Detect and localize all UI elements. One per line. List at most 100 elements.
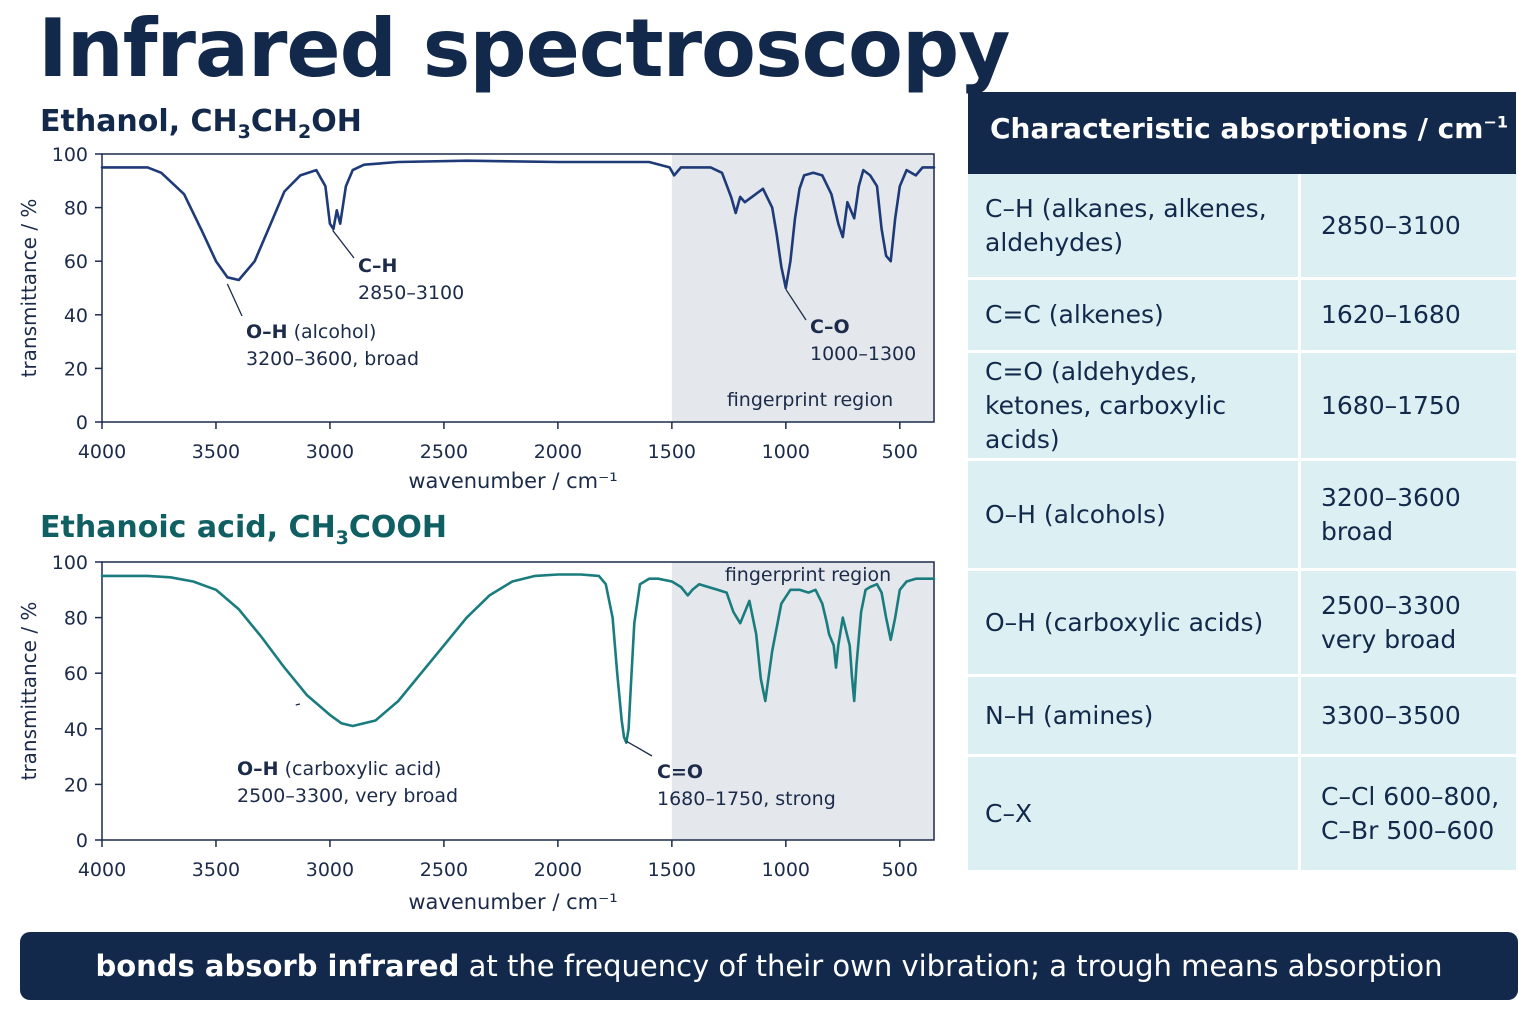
annotation-range-label: 2500–3300, very broad <box>237 785 458 807</box>
annotation-detail: (carboxylic acid) <box>279 758 442 780</box>
annotation-leader-line <box>332 229 355 259</box>
range-cell: C–Cl 600–800, C–Br 500–600 <box>1321 781 1500 845</box>
annotation-leader-line <box>295 703 301 706</box>
formula-subscript: 3 <box>237 121 251 143</box>
ethanoic-acid-spectrum-title: Ethanoic acid, CH3COOH <box>40 510 448 549</box>
formula-subscript: 2 <box>298 121 312 143</box>
table-row: O–H (alcohols) 3200–3600 broad <box>968 461 1516 571</box>
x-tick-label: 3000 <box>306 859 354 881</box>
compound-name: Ethanol <box>40 104 169 139</box>
annotation-bond: O–H <box>237 758 279 780</box>
annotation-bond: C=O <box>657 761 703 783</box>
table-row: C–X C–Cl 600–800, C–Br 500–600 <box>968 757 1516 873</box>
bond-cell: O–H (alcohols) <box>968 461 1301 568</box>
y-axis-label: transmittance / % <box>17 199 41 378</box>
annotation-range-label: 2850–3100 <box>358 282 464 304</box>
bond-cell: C=C (alkenes) <box>968 280 1301 350</box>
annotation-leader-line <box>226 283 243 317</box>
x-tick-label: 1000 <box>762 441 810 463</box>
plot-frame <box>101 153 935 423</box>
compound-name: Ethanoic acid <box>40 510 267 545</box>
y-tick-label: 80 <box>64 608 88 630</box>
formula-subscript: 3 <box>335 527 349 549</box>
annotation-bond-label: C–H <box>358 255 397 277</box>
spectrum-line <box>100 159 936 290</box>
y-tick-label: 20 <box>64 358 88 380</box>
table-header-superscript: −1 <box>1483 112 1509 132</box>
spectrum-line <box>100 573 936 744</box>
formula-part: COOH <box>348 510 448 545</box>
y-tick-label: 0 <box>76 830 88 852</box>
range-cell: 3200–3600 broad <box>1321 482 1461 546</box>
annotation-range-label: 1680–1750, strong <box>657 788 836 810</box>
range-cell: 2500–3300 very broad <box>1321 590 1461 654</box>
formula-part: CH <box>250 104 299 139</box>
x-tick-label: 1000 <box>762 859 810 881</box>
table-row: C–H (alkanes, alkenes, aldehydes) 2850–31… <box>968 174 1516 280</box>
table-header-text: Characteristic absorptions / cm <box>990 112 1484 145</box>
bond-cell: N–H (amines) <box>968 677 1301 754</box>
annotation-range-label: 3200–3600, broad <box>246 348 419 370</box>
fingerprint-region-label: fingerprint region <box>727 389 893 411</box>
formula-part: OH <box>311 104 362 139</box>
fingerprint-region <box>671 154 934 422</box>
y-tick-label: 40 <box>64 719 88 741</box>
ethanol-spectrum-title: Ethanol, CH3CH2OH <box>40 104 362 143</box>
ethanoic-acid-ir-spectrum-chart: 0 20 40 60 80 100 4000 3500 3000 2500 2000 1500 1000… <box>17 552 936 914</box>
range-cell: 3300–3500 <box>1321 700 1461 730</box>
plot-frame <box>101 561 935 841</box>
table-body: C–H (alkanes, alkenes, aldehydes) 2850–31… <box>968 174 1516 873</box>
y-tick-label: 100 <box>52 552 88 574</box>
annotation-bond: C–O <box>810 316 850 338</box>
x-tick-label: 500 <box>882 441 918 463</box>
table-row: O–H (carboxylic acids) 2500–3300 very bro… <box>968 571 1516 677</box>
annotation-leader-line <box>625 740 653 757</box>
annotation-bond-label: C–O <box>810 316 850 338</box>
x-tick-label: 2000 <box>534 441 582 463</box>
annotation-range-label: 1000–1300 <box>810 343 916 365</box>
x-axis-label: wavenumber / cm⁻¹ <box>408 469 617 493</box>
range-cell: 2850–3100 <box>1321 210 1461 240</box>
table-row: C=C (alkenes) 1620–1680 <box>968 280 1516 353</box>
x-tick-label: 500 <box>882 859 918 881</box>
y-tick-label: 100 <box>52 144 88 166</box>
formula-part: CH <box>190 104 238 139</box>
page-title: Infrared spectroscopy <box>38 2 1010 95</box>
x-tick-label: 3500 <box>192 441 240 463</box>
footer-text: at the frequency of their own vibration;… <box>459 949 1443 983</box>
x-tick-label: 1500 <box>648 441 696 463</box>
bond-cell: O–H (carboxylic acids) <box>968 571 1301 674</box>
x-tick-label: 3000 <box>306 441 354 463</box>
table-header: Characteristic absorptions / cm−1 <box>968 92 1516 174</box>
footer-banner: bonds absorb infrared at the frequency o… <box>20 932 1518 1000</box>
x-tick-label: 4000 <box>78 441 126 463</box>
range-cell: 1680–1750 <box>1321 390 1461 420</box>
fingerprint-region-label: fingerprint region <box>725 564 891 586</box>
fingerprint-region <box>671 562 934 840</box>
x-axis-label: wavenumber / cm⁻¹ <box>408 890 617 914</box>
annotation-bond: O–H <box>246 321 288 343</box>
bond-cell: C–H (alkanes, alkenes, aldehydes) <box>968 174 1301 277</box>
table-row: C=O (aldehydes, ketones, carboxylic acid… <box>968 353 1516 461</box>
table-row: N–H (amines) 3300–3500 <box>968 677 1516 757</box>
x-tick-label: 3500 <box>192 859 240 881</box>
y-tick-label: 20 <box>64 774 88 796</box>
y-axis-label: transmittance / % <box>17 602 41 781</box>
x-tick-label: 4000 <box>78 859 126 881</box>
y-tick-label: 60 <box>64 251 88 273</box>
bond-cell: C=O (aldehydes, ketones, carboxylic acid… <box>968 353 1301 458</box>
annotation-bond-label: O–H (alcohol) <box>246 321 376 343</box>
annotation-bond: C–H <box>358 255 397 277</box>
y-tick-label: 0 <box>76 412 88 434</box>
annotation-leader-line <box>785 288 807 321</box>
y-tick-label: 80 <box>64 198 88 220</box>
x-tick-label: 2000 <box>534 859 582 881</box>
range-cell: 1620–1680 <box>1321 300 1461 329</box>
x-tick-label: 2500 <box>420 441 468 463</box>
y-tick-label: 40 <box>64 305 88 327</box>
characteristic-absorptions-table: Characteristic absorptions / cm−1 C–H (a… <box>968 92 1516 873</box>
bond-cell: C–X <box>968 757 1301 870</box>
annotation-detail: (alcohol) <box>288 321 377 343</box>
x-tick-label: 1500 <box>648 859 696 881</box>
ethanol-ir-spectrum-chart: 0 20 40 60 80 100 4000 3500 3000 2500 2000 1500 1000… <box>17 144 936 493</box>
